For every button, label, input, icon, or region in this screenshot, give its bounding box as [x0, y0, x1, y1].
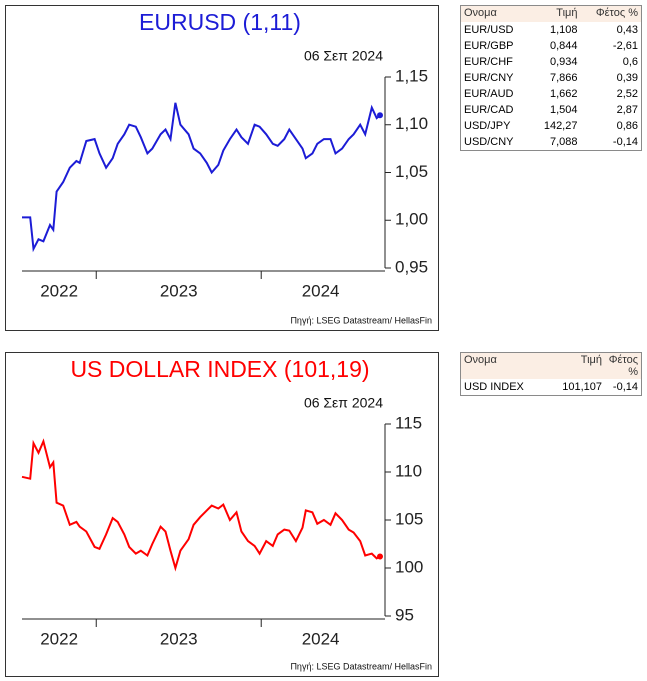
x-tick-label: 2023 — [160, 629, 198, 648]
column-header: Τιμή — [546, 352, 605, 379]
table-row: EUR/USD 1,108 0,43 — [461, 22, 642, 38]
table-cell: EUR/AUD — [464, 88, 514, 100]
x-tick-label: 2024 — [302, 281, 340, 300]
column-header: Τιμή — [530, 5, 581, 22]
chart-title: US DOLLAR INDEX (101,19) — [70, 356, 369, 382]
index-table: Ονομα Τιμή Φέτος % USD INDEX 101,107 -0,14 — [460, 352, 642, 396]
table-row: EUR/CHF 0,934 0,6 — [461, 54, 642, 70]
table-cell: EUR/CNY — [464, 72, 514, 84]
header-row: Ονομα Τιμή Φέτος % — [460, 5, 642, 22]
table-cell: -0,14 — [612, 136, 638, 148]
y-tick-label: 110 — [395, 461, 422, 480]
table-cell: 7,088 — [549, 136, 578, 148]
table-row: USD INDEX 101,107 -0,14 — [461, 379, 642, 396]
table-cell: 1,108 — [549, 24, 578, 36]
chart-date: 06 Σεπ 2024 — [304, 48, 383, 64]
y-tick-label: 1,00 — [395, 210, 428, 229]
y-tick-label: 95 — [395, 605, 414, 624]
table-cell: 0,86 — [616, 120, 638, 132]
table-cell: 0,934 — [549, 56, 578, 68]
table-row: EUR/AUD 1,662 2,52 — [461, 86, 642, 102]
table-row: USD/JPY 142,27 0,86 — [461, 118, 642, 134]
table-cell: 2,87 — [616, 104, 638, 116]
table-cell: EUR/CAD — [464, 104, 514, 116]
chart-source: Πηγή: LSEG Datastream/ HellasFin — [290, 315, 432, 325]
x-tick-label: 2022 — [40, 629, 78, 648]
x-tick-label: 2024 — [302, 629, 340, 648]
table-row: EUR/GBP 0,844 -2,61 — [461, 38, 642, 54]
table-cell: 7,866 — [549, 72, 578, 84]
table-cell: 0,844 — [549, 40, 578, 52]
last-point — [377, 112, 383, 119]
table-cell: USD/CNY — [464, 136, 514, 148]
table-cell: EUR/CHF — [464, 56, 513, 68]
y-tick-label: 105 — [395, 509, 423, 528]
table-cell: 1,504 — [549, 104, 578, 116]
column-header: Ονομα — [460, 5, 531, 22]
table-cell: 142,27 — [543, 120, 578, 132]
table-cell: EUR/GBP — [464, 40, 514, 52]
table-cell: -0,14 — [612, 381, 638, 393]
table-row: USD/CNY 7,088 -0,14 — [461, 134, 642, 151]
chart-frame — [5, 5, 439, 331]
table-cell: USD INDEX — [464, 381, 524, 393]
table-cell: 0,6 — [622, 56, 638, 68]
table-cell: 101,107 — [562, 381, 602, 393]
chart-date: 06 Σεπ 2024 — [304, 395, 383, 411]
data-line — [21, 438, 381, 572]
fx-table: Ονομα Τιμή Φέτος % EUR/USD 1,108 0,43 EUR/GBP 0… — [460, 5, 642, 151]
table-cell: EUR/USD — [464, 24, 514, 36]
chart-frame — [5, 352, 439, 677]
table-cell: -2,61 — [612, 40, 638, 52]
last-point — [377, 553, 383, 560]
table-row: EUR/CAD 1,504 2,87 — [461, 102, 642, 118]
header-row: Ονομα Τιμή Φέτος % — [460, 352, 642, 379]
column-header: Φέτος % — [605, 352, 642, 379]
data-line — [22, 102, 381, 253]
y-tick-label: 115 — [395, 413, 422, 432]
table-cell: 1,662 — [549, 88, 578, 100]
x-tick-label: 2022 — [40, 281, 78, 300]
chart-source: Πηγή: LSEG Datastream/ HellasFin — [290, 661, 432, 671]
table-cell: 0,43 — [616, 24, 638, 36]
table-cell: 2,52 — [616, 88, 638, 100]
x-tick-label: 2023 — [160, 281, 198, 300]
y-tick-label: 0,95 — [395, 257, 428, 276]
y-tick-label: 1,05 — [395, 162, 428, 181]
table-cell: 0,39 — [616, 72, 638, 84]
y-tick-label: 1,10 — [395, 114, 428, 133]
y-tick-label: 1,15 — [395, 66, 428, 85]
column-header: Ονομα — [460, 352, 547, 379]
column-header: Φέτος % — [580, 5, 642, 22]
chart-title: EURUSD (1,11) — [139, 9, 301, 35]
table-cell: USD/JPY — [464, 120, 511, 132]
table-row: EUR/CNY 7,866 0,39 — [461, 70, 642, 86]
y-tick-label: 100 — [395, 557, 423, 576]
